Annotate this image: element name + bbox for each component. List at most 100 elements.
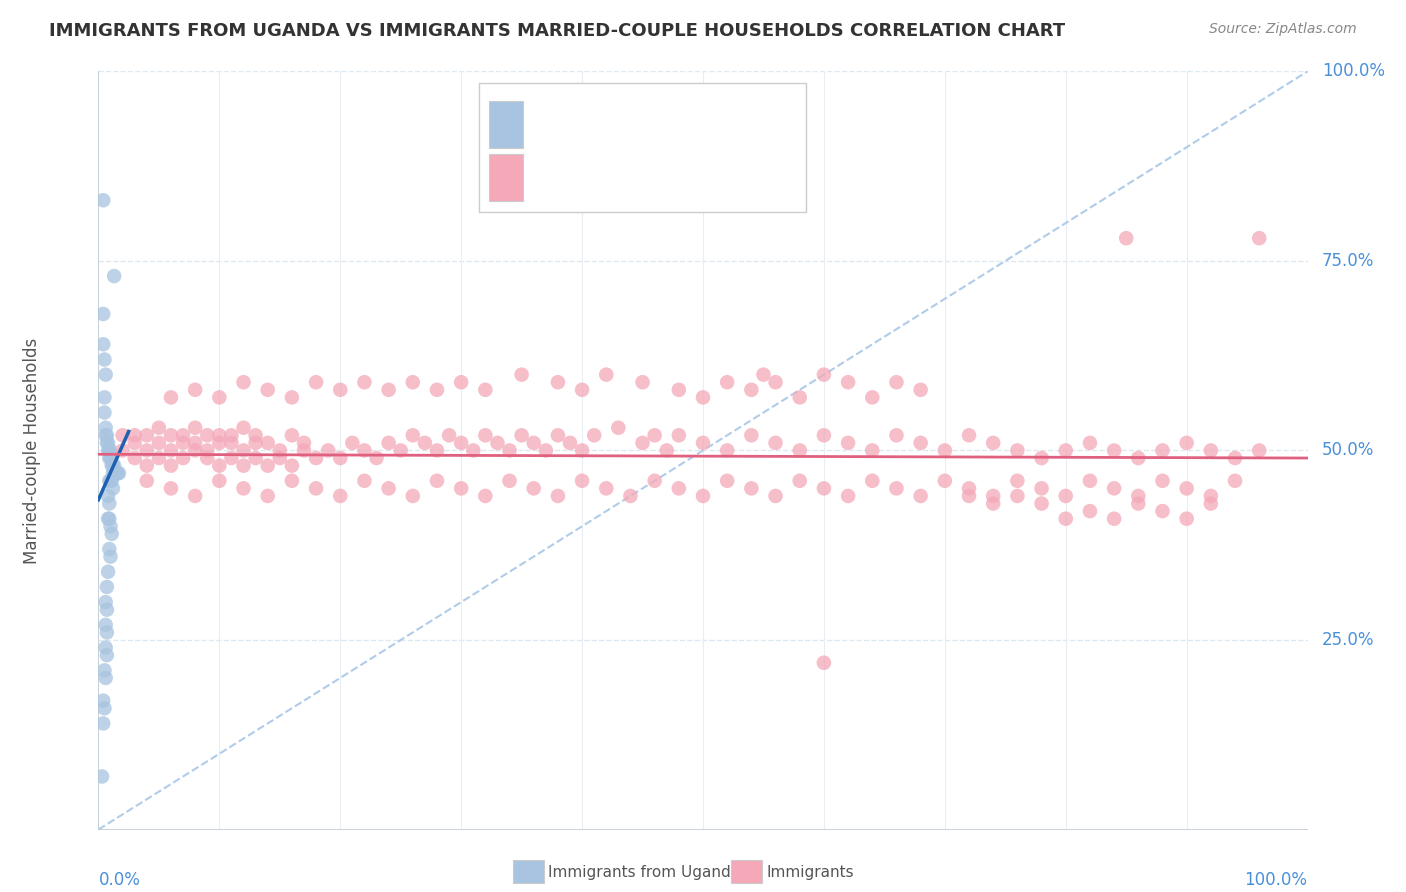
Point (583, 428, 606, 442)
Point (426, 383, 449, 397)
Point (860, 474, 883, 488)
Point (402, 376, 425, 390)
Point (221, 451, 243, 466)
Text: 54: 54 (678, 115, 703, 134)
Point (232, 421, 254, 435)
Point (91, 769, 114, 784)
Point (91, 194, 114, 208)
Point (631, 436, 654, 450)
Point (426, 474, 449, 488)
Point (195, 443, 218, 458)
Point (103, 467, 125, 481)
Point (184, 421, 207, 435)
Point (981, 489, 1004, 503)
Point (96, 436, 118, 450)
Point (269, 443, 291, 458)
Point (1102, 482, 1125, 496)
Point (97, 436, 120, 450)
Point (184, 436, 207, 450)
Point (96, 625, 118, 640)
Point (668, 428, 690, 442)
Point (510, 428, 533, 442)
Text: 100.0%: 100.0% (1244, 871, 1308, 889)
Point (104, 467, 127, 481)
Point (957, 428, 980, 442)
Point (1249, 443, 1271, 458)
Point (607, 421, 630, 435)
Point (523, 436, 546, 450)
Point (1078, 504, 1101, 518)
Point (135, 458, 157, 473)
Point (100, 519, 122, 533)
Point (1249, 231, 1271, 245)
Point (765, 436, 787, 450)
Point (740, 428, 762, 442)
Point (124, 436, 146, 450)
Point (366, 451, 388, 466)
Point (98, 496, 121, 510)
Point (305, 376, 328, 390)
Point (474, 428, 496, 442)
Point (837, 489, 859, 503)
Point (486, 436, 509, 450)
Point (547, 428, 569, 442)
Point (1031, 482, 1053, 496)
Point (232, 458, 254, 473)
Point (135, 474, 157, 488)
Point (655, 443, 678, 458)
Point (1152, 443, 1174, 458)
Point (160, 391, 183, 405)
Point (1152, 474, 1174, 488)
Point (329, 383, 352, 397)
Point (450, 436, 472, 450)
Point (1128, 451, 1150, 466)
Point (571, 443, 593, 458)
Point (256, 489, 278, 503)
Point (886, 376, 908, 390)
Point (1031, 451, 1053, 466)
Point (813, 656, 835, 670)
Point (93, 664, 115, 678)
Point (94, 428, 117, 442)
Point (498, 474, 520, 488)
Point (1223, 474, 1246, 488)
Point (256, 436, 278, 450)
Text: 75.0%: 75.0% (1322, 252, 1375, 270)
Point (100, 451, 122, 466)
Point (256, 383, 278, 397)
Point (101, 467, 124, 481)
Point (716, 474, 738, 488)
Point (281, 474, 304, 488)
Point (103, 269, 125, 284)
Point (860, 391, 883, 405)
Point (208, 391, 231, 405)
Point (595, 368, 617, 382)
Point (813, 428, 835, 442)
Point (1054, 512, 1077, 526)
Point (100, 443, 122, 458)
Point (860, 443, 883, 458)
Point (934, 443, 956, 458)
Text: Married-couple Households: Married-couple Households (22, 337, 41, 564)
Point (752, 368, 775, 382)
Point (269, 451, 291, 466)
Point (631, 376, 654, 390)
Text: 0.0%: 0.0% (98, 871, 141, 889)
Point (93, 352, 115, 367)
Point (98, 542, 121, 557)
Point (172, 436, 194, 450)
Point (1102, 443, 1125, 458)
Point (94, 368, 117, 382)
Point (1199, 489, 1222, 503)
Point (232, 376, 254, 390)
Point (148, 451, 170, 466)
Point (101, 458, 124, 473)
Point (426, 443, 449, 458)
Point (534, 443, 557, 458)
Point (981, 496, 1004, 510)
Point (91, 694, 114, 708)
Point (450, 376, 472, 390)
Point (1102, 512, 1125, 526)
Point (96, 648, 118, 662)
Point (281, 458, 304, 473)
